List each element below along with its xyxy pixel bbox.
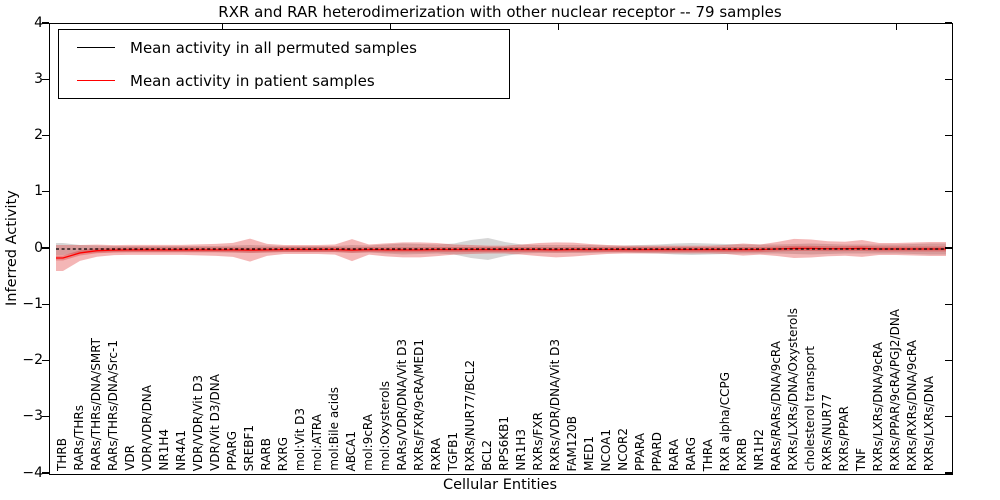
x-category-label: FAM120B xyxy=(565,415,579,472)
y-tick-mark-right xyxy=(945,472,952,474)
x-category-label: TNF xyxy=(854,447,868,471)
x-category-label: mol:Oxysterols xyxy=(378,381,392,471)
y-tick-mark-right xyxy=(945,416,952,418)
x-category-label: RXRs/PPAR/9cRA/PGJ2/DNA xyxy=(888,309,902,471)
x-category-label: RXRA xyxy=(429,438,443,471)
y-tick-mark-right xyxy=(945,191,952,193)
x-category-label: RXRs/RXRs/DNA/9cRA xyxy=(905,339,919,471)
y-tick-label: −4 xyxy=(22,464,43,481)
x-category-label: RXRs/NUR77/BCL2 xyxy=(463,359,477,471)
x-category-label: TGFB1 xyxy=(446,431,460,471)
x-category-label: MED1 xyxy=(582,436,596,471)
y-tick-mark-right xyxy=(945,134,952,137)
chart-title: RXR and RAR heterodimerization with othe… xyxy=(218,3,782,21)
x-category-label: RARA xyxy=(667,438,681,471)
x-category-label: RXRG xyxy=(276,436,290,471)
x-axis-label: Cellular Entities xyxy=(442,477,558,493)
x-category-label: BCL2 xyxy=(480,440,494,471)
y-tick-mark-left xyxy=(42,22,49,24)
x-category-label: PPARG xyxy=(225,431,239,471)
y-tick-label: 2 xyxy=(34,127,43,143)
x-category-label: RXRs/PPAR xyxy=(837,405,851,471)
legend-label-patient: Mean activity in patient samples xyxy=(130,71,375,90)
legend-entry-patient: Mean activity in patient samples xyxy=(59,65,509,96)
y-tick-mark-left xyxy=(42,303,49,305)
x-tick-mark-top xyxy=(727,24,729,30)
x-category-label: RARs/RARs/DNA/9cRA xyxy=(769,340,783,471)
x-tick-mark-top xyxy=(222,24,224,30)
x-category-label: VDR xyxy=(123,445,137,471)
x-category-label: PPARA xyxy=(633,433,647,471)
x-category-label: VDR/Vit D3/DNA xyxy=(208,374,222,471)
y-tick-label: −2 xyxy=(22,352,43,368)
x-category-label: NR1H3 xyxy=(514,429,528,471)
legend-entry-permuted: Mean activity in all permuted samples xyxy=(59,32,509,63)
x-category-label: RXRs/FXR xyxy=(531,412,545,471)
x-category-label: RXRs/NUR77 xyxy=(820,394,834,471)
x-category-label: RXRs/FXR/9cRA/MED1 xyxy=(412,339,426,471)
y-tick-mark-right xyxy=(945,359,952,362)
y-tick-mark-left xyxy=(42,359,49,362)
x-category-label: THRB xyxy=(55,438,69,471)
band xyxy=(56,238,946,271)
x-category-label: mol:ATRA xyxy=(310,413,324,471)
y-tick-mark-left xyxy=(42,78,49,80)
legend-label-permuted: Mean activity in all permuted samples xyxy=(130,38,417,57)
chart-canvas xyxy=(56,237,946,271)
y-tick-mark-left xyxy=(42,134,49,137)
x-category-label: RXRs/VDR/DNA/Vit D3 xyxy=(548,338,562,471)
y-tick-mark-left xyxy=(42,247,49,249)
y-tick-label: −3 xyxy=(22,408,43,425)
x-category-label: PPARD xyxy=(650,431,664,472)
y-tick-label: 3 xyxy=(34,70,43,87)
x-category-label: RARs/THRs/DNA/SMRT xyxy=(89,338,103,471)
x-category-label: ABCA1 xyxy=(344,430,358,471)
x-category-label: RARB xyxy=(259,438,273,471)
legend: Mean activity in all permuted samples Me… xyxy=(58,29,510,99)
x-category-label: mol:9cRA xyxy=(361,414,375,471)
x-category-label: NR1H4 xyxy=(157,429,171,471)
x-category-label: NR1H2 xyxy=(752,429,766,471)
x-category-label: RPS6KB1 xyxy=(497,416,511,471)
x-category-label: SREBF1 xyxy=(242,424,256,471)
y-tick-label: −1 xyxy=(22,295,43,312)
x-category-label: NR4A1 xyxy=(174,430,188,471)
x-category-label: VDR/VDR/DNA xyxy=(140,384,154,471)
y-tick-mark-left xyxy=(42,416,49,418)
y-tick-mark-left xyxy=(42,191,49,193)
x-category-label: mol:Bile acids xyxy=(327,387,341,471)
legend-line-red-icon xyxy=(77,80,115,81)
x-category-label: cholesterol transport xyxy=(803,345,817,471)
x-tick-mark-top xyxy=(896,24,898,30)
x-category-label: NCOA1 xyxy=(599,428,613,471)
x-tick-mark-top xyxy=(390,24,392,30)
x-tick-mark-top xyxy=(558,24,560,30)
y-tick-mark-right xyxy=(945,22,952,24)
x-category-label: RXRB xyxy=(735,437,749,471)
x-category-label: RARs/THRs xyxy=(72,405,86,471)
y-tick-label: 4 xyxy=(34,14,43,31)
x-category-label: RARG xyxy=(684,437,698,471)
x-category-label: RARs/THRs/DNA/Src-1 xyxy=(106,340,120,471)
y-tick-mark-left xyxy=(42,472,49,474)
y-tick-label: 1 xyxy=(34,183,43,200)
y-tick-mark-right xyxy=(945,303,952,305)
plot-area: Mean activity in all permuted samples Me… xyxy=(49,23,953,475)
x-category-label: RXRs/LXRs/DNA/Oxysterols xyxy=(786,308,800,471)
x-category-label: VDR/VDR/Vit D3 xyxy=(191,374,205,471)
y-tick-mark-right xyxy=(945,247,952,249)
x-category-label: RXRs/LXRs/DNA xyxy=(922,375,936,471)
x-category-label: RXR alpha/CCPG xyxy=(718,371,732,471)
x-category-label: NCOR2 xyxy=(616,428,630,471)
x-category-label: RXRs/LXRs/DNA/9cRA xyxy=(871,341,885,472)
x-category-label: THRA xyxy=(701,438,715,471)
y-tick-label: 0 xyxy=(34,239,43,256)
legend-line-black-icon xyxy=(77,47,115,48)
y-tick-mark-right xyxy=(945,78,952,80)
x-category-label: RARs/VDR/DNA/Vit D3 xyxy=(395,339,409,471)
x-category-label: mol:Vit D3 xyxy=(293,407,307,471)
